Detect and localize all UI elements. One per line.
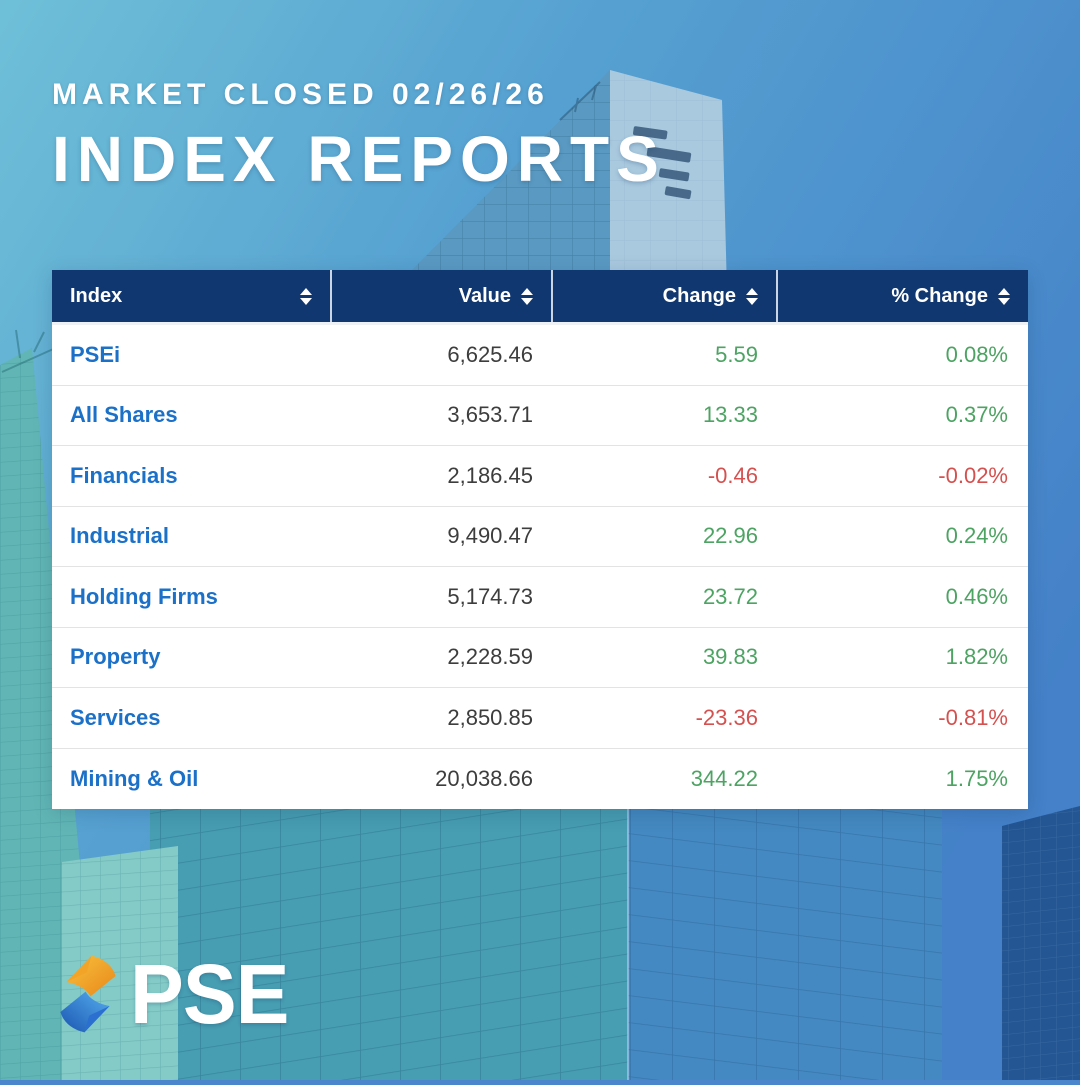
index-name-link[interactable]: PSEi: [70, 341, 121, 367]
index-value: 5,174.73: [447, 583, 533, 609]
index-name-link[interactable]: Services: [70, 704, 161, 730]
index-value: 9,490.47: [447, 523, 533, 549]
column-header-index[interactable]: Index: [52, 270, 332, 322]
index-change: 5.59: [715, 341, 758, 367]
pse-logo: PSE: [52, 946, 295, 1042]
column-header-change[interactable]: Change: [553, 270, 778, 322]
index-change: 13.33: [702, 402, 758, 428]
sort-icon[interactable]: [521, 287, 533, 305]
index-change: 22.96: [702, 523, 758, 549]
table-header-row: Index Value Change % Change: [52, 270, 1028, 322]
index-report-table: Index Value Change % Change PSEi 6,625.4…: [52, 270, 1028, 809]
index-pct-change: -0.81%: [938, 704, 1008, 730]
sort-icon[interactable]: [998, 287, 1010, 305]
pse-logo-text: PSE: [130, 947, 289, 1041]
index-pct-change: 0.24%: [945, 523, 1008, 549]
column-header-change-label: Change: [662, 284, 736, 307]
index-value: 2,186.45: [447, 462, 533, 488]
table-row-financials: Financials 2,186.45 -0.46 -0.02%: [52, 446, 1028, 507]
index-value: 3,653.71: [447, 402, 533, 428]
index-value: 20,038.66: [435, 765, 533, 791]
index-change: -23.36: [695, 704, 758, 730]
index-change: 344.22: [690, 765, 758, 791]
index-pct-change: -0.02%: [938, 462, 1008, 488]
table-row-services: Services 2,850.85 -23.36 -0.81%: [52, 688, 1028, 749]
index-change: -0.46: [707, 462, 758, 488]
column-header-value[interactable]: Value: [332, 270, 553, 322]
table-row-industrial: Industrial 9,490.47 22.96 0.24%: [52, 506, 1028, 567]
table-body: PSEi 6,625.46 5.59 0.08% All Shares 3,65…: [52, 322, 1028, 809]
sort-icon[interactable]: [300, 287, 312, 305]
index-name-link[interactable]: Financials: [70, 462, 178, 488]
market-status-date: MARKET CLOSED 02/26/26: [52, 78, 549, 111]
index-name-link[interactable]: Mining & Oil: [70, 765, 199, 791]
index-name-link[interactable]: All Shares: [70, 402, 178, 428]
sort-icon[interactable]: [746, 287, 758, 305]
index-pct-change: 1.75%: [945, 765, 1008, 791]
index-name-link[interactable]: Holding Firms: [70, 583, 218, 609]
index-pct-change: 0.08%: [945, 341, 1008, 367]
index-name-link[interactable]: Industrial: [70, 523, 170, 549]
index-pct-change: 0.46%: [945, 583, 1008, 609]
index-name-link[interactable]: Property: [70, 644, 161, 670]
index-pct-change: 1.82%: [945, 644, 1008, 670]
column-header-pct-change-label: % Change: [891, 284, 988, 307]
table-row-mining-oil: Mining & Oil 20,038.66 344.22 1.75%: [52, 748, 1028, 809]
index-change: 39.83: [702, 644, 758, 670]
table-row-psei: PSEi 6,625.46 5.59 0.08%: [52, 325, 1028, 386]
index-value: 2,228.59: [447, 644, 533, 670]
header: MARKET CLOSED 02/26/26 INDEX REPORTS: [52, 78, 666, 196]
table-row-property: Property 2,228.59 39.83 1.82%: [52, 627, 1028, 688]
index-pct-change: 0.37%: [945, 402, 1008, 428]
index-value: 6,625.46: [447, 341, 533, 367]
column-header-value-label: Value: [458, 284, 511, 307]
column-header-pct-change[interactable]: % Change: [778, 270, 1028, 322]
table-row-holding-firms: Holding Firms 5,174.73 23.72 0.46%: [52, 567, 1028, 628]
page-title: INDEX REPORTS: [52, 123, 666, 195]
index-change: 23.72: [702, 583, 758, 609]
column-header-index-label: Index: [70, 284, 123, 307]
index-value: 2,850.85: [447, 704, 533, 730]
table-row-all-shares: All Shares 3,653.71 13.33 0.37%: [52, 385, 1028, 446]
pse-logo-icon: [60, 955, 116, 1033]
